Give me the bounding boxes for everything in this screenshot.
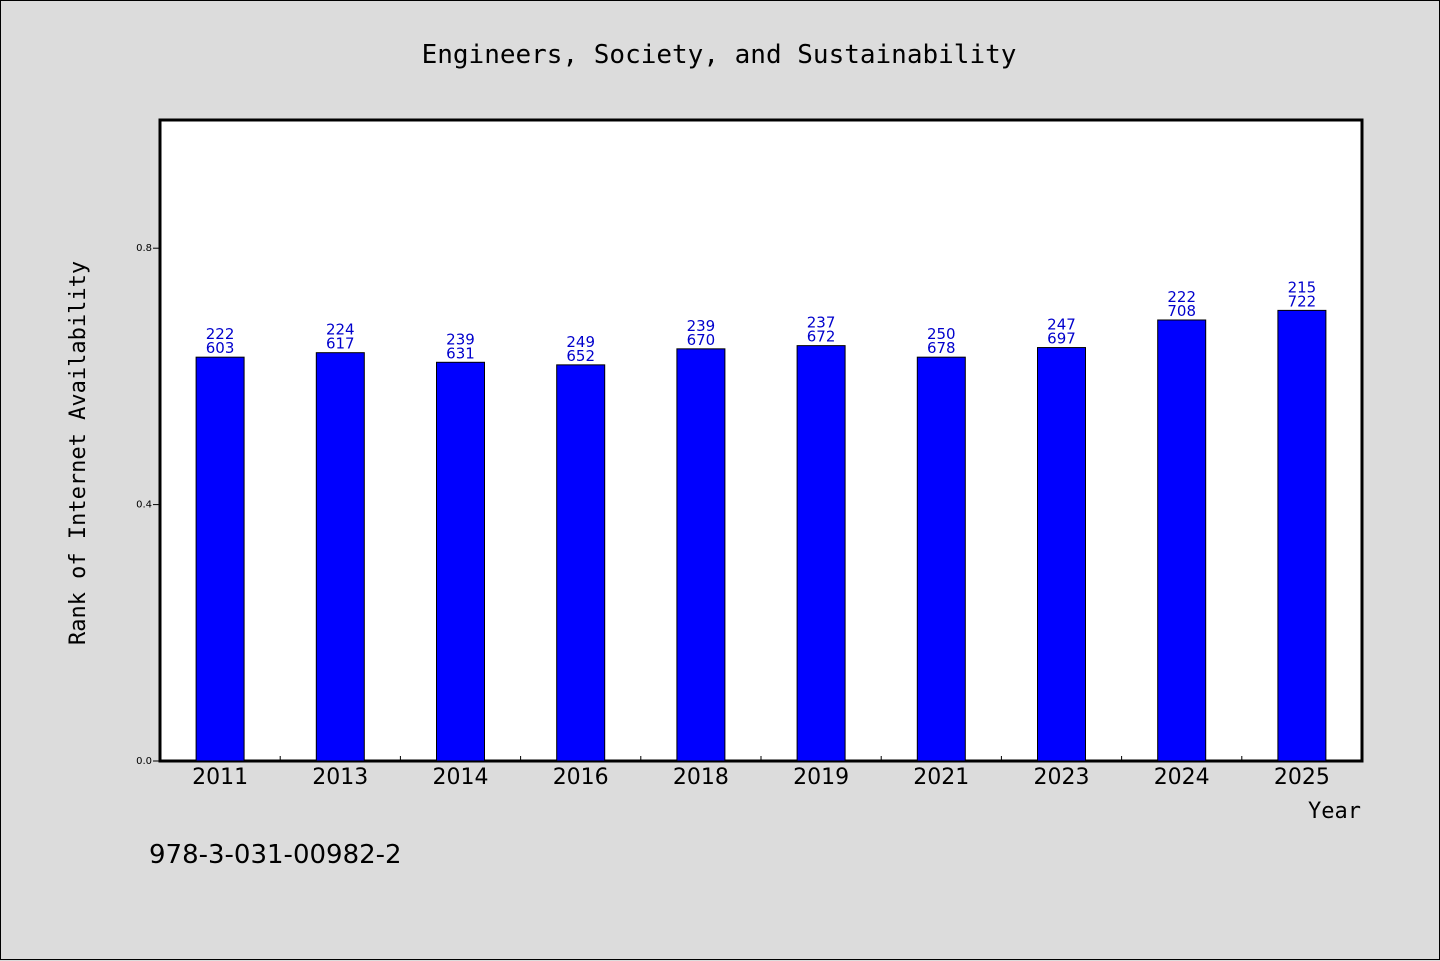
- bar-label-bottom-2019: 672: [807, 328, 836, 346]
- x-tick-label-2013: 2013: [312, 765, 368, 790]
- bar-label-bottom-2025: 722: [1288, 292, 1317, 310]
- bar-label-top-2023: 247: [1047, 316, 1076, 334]
- bar-label-top-2013: 224: [326, 321, 355, 339]
- x-tick-label-2025: 2025: [1274, 765, 1330, 790]
- x-tick-label-2016: 2016: [553, 765, 609, 790]
- chart-title: Engineers, Society, and Sustainability: [422, 40, 1017, 70]
- y-tick-label: 0.0: [136, 756, 152, 767]
- bar-label-top-2019: 237: [807, 314, 836, 332]
- x-tick-label-2021: 2021: [913, 765, 969, 790]
- footer-isbn: 978-3-031-00982-2: [149, 840, 402, 870]
- bar-label-top-2016: 249: [566, 333, 595, 351]
- bar-label-bottom-2023: 697: [1047, 330, 1076, 348]
- bar-2021: [916, 356, 966, 762]
- x-tick-label-2018: 2018: [673, 765, 729, 790]
- y-axis: 0.0 0.4 0.8: [136, 243, 160, 767]
- bar-label-top-2014: 239: [446, 330, 475, 348]
- bar-label-bottom-2013: 617: [326, 335, 355, 353]
- bar-series: [195, 309, 1327, 762]
- x-axis: 2011 2013 2014 2016 2018 2019 2021 2023 2024 2025: [192, 756, 1330, 790]
- bar-2016: [556, 364, 606, 762]
- bar-2024: [1157, 319, 1207, 762]
- bar-2025: [1277, 309, 1327, 762]
- y-axis-title: Rank of Internet Availability: [66, 261, 91, 645]
- y-tick-label: 0.4: [136, 500, 152, 511]
- bar-label-bottom-2024: 708: [1167, 302, 1196, 320]
- bar-label-top-2018: 239: [687, 317, 716, 335]
- bar-2014: [436, 361, 485, 762]
- bar-label-bottom-2014: 631: [446, 344, 475, 362]
- x-tick-label-2014: 2014: [433, 765, 489, 790]
- bar-label-top-2011: 222: [206, 325, 235, 343]
- bar-label-bottom-2021: 678: [927, 339, 956, 357]
- bar-label-top-2025: 215: [1288, 278, 1317, 296]
- bar-2018: [676, 348, 726, 762]
- bar-2011: [195, 356, 245, 762]
- bar-2019: [796, 345, 846, 762]
- bar-label-bottom-2016: 652: [566, 347, 595, 365]
- bar-label-bottom-2011: 603: [206, 339, 235, 357]
- x-tick-label-2024: 2024: [1154, 765, 1210, 790]
- bar-2013: [315, 352, 365, 762]
- x-axis-title: Year: [1308, 799, 1361, 824]
- y-tick-label: 0.8: [136, 243, 152, 254]
- bar-label-top-2024: 222: [1167, 288, 1196, 306]
- x-tick-label-2019: 2019: [793, 765, 849, 790]
- bar-label-top-2021: 250: [927, 325, 956, 343]
- bar-2023: [1037, 347, 1086, 762]
- x-tick-label-2023: 2023: [1034, 765, 1090, 790]
- bar-label-bottom-2018: 670: [687, 331, 716, 349]
- x-tick-label-2011: 2011: [192, 765, 248, 790]
